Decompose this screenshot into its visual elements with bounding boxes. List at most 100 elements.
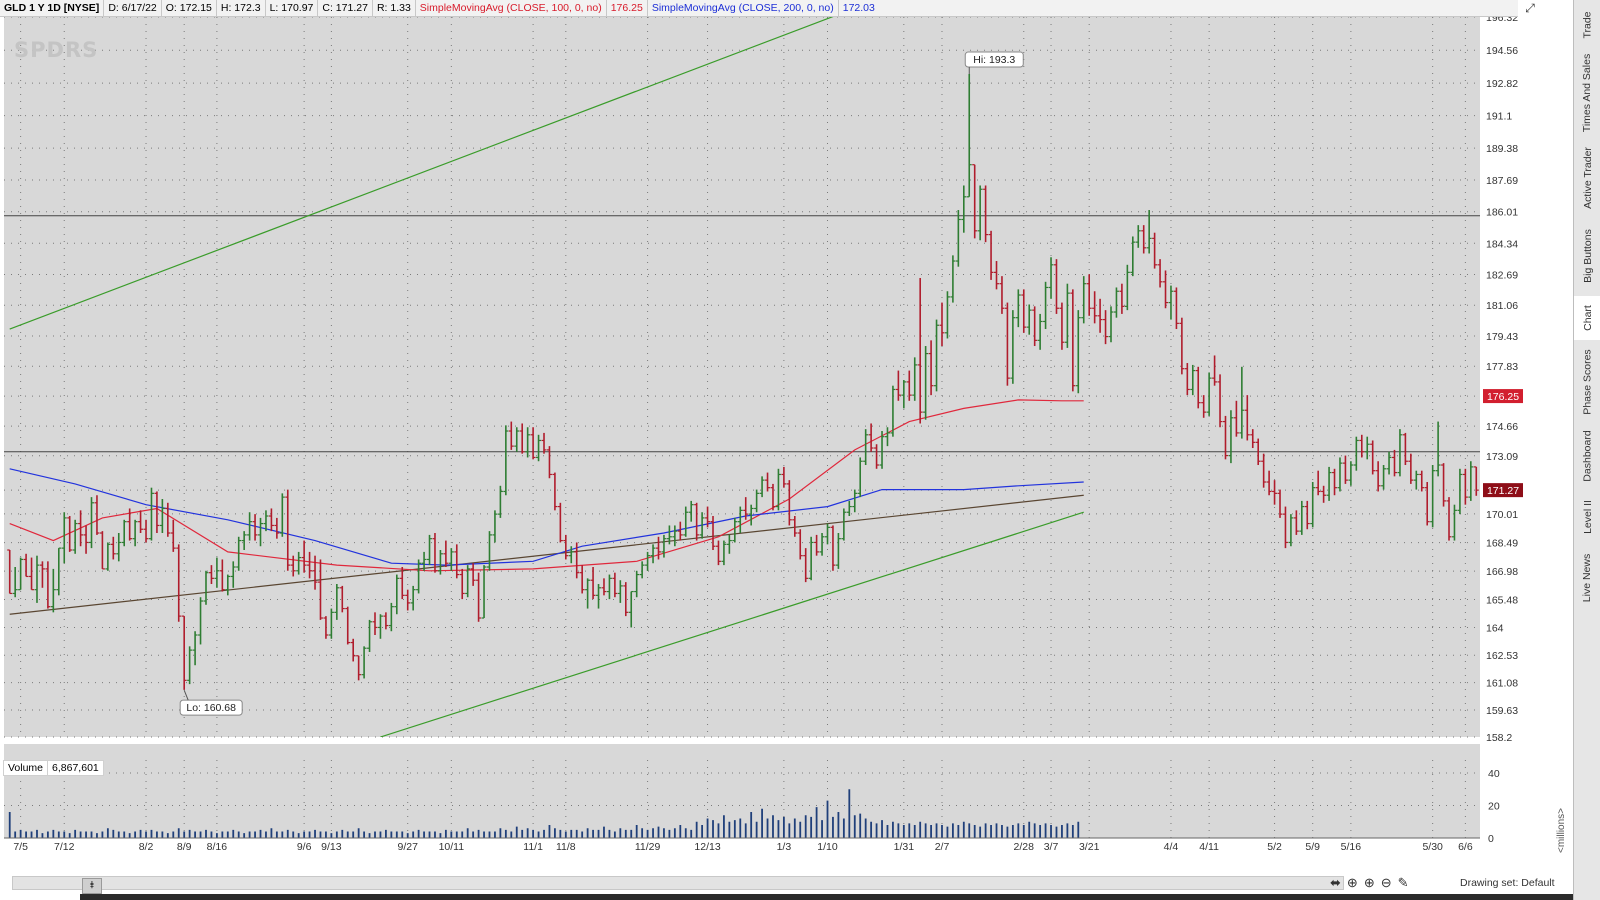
volume-bar	[597, 829, 600, 838]
y-tick-label: 168.49	[1486, 538, 1518, 550]
drawing-tool-icon[interactable]: ✎	[1397, 875, 1409, 890]
ohlc-bar	[1282, 506, 1288, 549]
zoom-out-icon[interactable]: ⊖	[1380, 875, 1392, 890]
sma100-label[interactable]: SimpleMovingAvg (CLOSE, 100, 0, no)	[416, 0, 607, 16]
volume-bar	[853, 815, 856, 838]
volume-bar	[586, 828, 589, 838]
volume-bar	[881, 820, 883, 838]
ohlc-bar	[12, 567, 18, 598]
volume-bar	[679, 825, 682, 838]
last-price-badge	[1483, 483, 1523, 498]
volume-bar	[52, 829, 55, 838]
ohlc-bar	[1168, 285, 1174, 320]
ohlc-bar	[950, 255, 956, 303]
ohlc-bar	[39, 561, 45, 588]
volume-bar	[379, 831, 382, 838]
chart-settings-icon[interactable]: ⤢	[1525, 1, 1535, 15]
ohlc-bar	[1402, 432, 1408, 466]
ohlc-bar	[1299, 500, 1305, 535]
ohlc-bar	[1250, 429, 1256, 449]
tab-active-trader[interactable]: Active Trader	[1581, 147, 1594, 209]
volume-bar	[804, 815, 807, 838]
ohlc-bar	[45, 561, 51, 609]
volume-bar	[281, 831, 284, 838]
volume-bar	[275, 831, 278, 838]
y-tick-label: 194.56	[1486, 45, 1518, 57]
ohlc-bar	[154, 491, 160, 534]
volume-bar	[390, 831, 393, 838]
volume-bar	[412, 831, 415, 838]
volume-bar	[36, 829, 38, 838]
volume-bar	[526, 828, 529, 838]
ohlc-bar	[1321, 485, 1327, 503]
volume-bar	[624, 829, 627, 838]
horizontal-scrollbar[interactable]	[12, 876, 1344, 890]
volume-bar	[455, 831, 458, 838]
volume-bar	[1071, 825, 1074, 838]
volume-bar	[128, 833, 131, 838]
ohlc-bar	[803, 548, 809, 583]
ohlc-bar	[312, 555, 318, 590]
ohlc-bar	[1212, 355, 1218, 386]
y-tick-label: 162.53	[1486, 650, 1518, 662]
volume-bar	[744, 823, 747, 838]
volume-bar	[641, 828, 644, 838]
ohlc-bar	[459, 568, 465, 600]
tab-phase-scores[interactable]: Phase Scores	[1581, 349, 1594, 415]
ohlc-bar	[203, 570, 209, 605]
volume-bar	[777, 820, 780, 838]
y-tick-label: 173.09	[1486, 451, 1518, 463]
ohlc-bar	[726, 534, 732, 554]
price-panel	[4, 17, 1480, 737]
ohlc-bar	[961, 185, 967, 233]
ohlc-bar	[699, 512, 705, 539]
volume-bar	[352, 831, 355, 838]
volume-bar	[363, 831, 365, 838]
ohlc-bar	[939, 302, 945, 347]
ohlc-bar	[732, 517, 738, 543]
volume-bar	[1077, 821, 1080, 838]
ohlc-bar	[846, 500, 852, 517]
y-tick-label: 158.2	[1486, 732, 1512, 744]
drawing-set-selector[interactable]: Drawing set: Default	[1460, 877, 1555, 889]
tab-live-news[interactable]: Live News	[1581, 553, 1594, 603]
tab-times-and-sales[interactable]: Times And Sales	[1581, 53, 1594, 133]
trend-line	[9, 494, 1084, 615]
volume-bar	[902, 825, 905, 838]
zoom-in-icon[interactable]: ⊕	[1363, 875, 1375, 890]
y-tick-label: 189.38	[1486, 143, 1518, 155]
volume-bar	[1011, 825, 1014, 838]
ohlc-bar	[23, 553, 29, 578]
volume-tick-label: 20	[1488, 801, 1500, 813]
ohlc-bar	[225, 574, 231, 596]
volume-label: Volume	[8, 762, 44, 774]
volume-bar	[1061, 825, 1063, 838]
tab-dashboard[interactable]: Dashboard	[1581, 430, 1594, 482]
tab-level-ii[interactable]: Level II	[1581, 500, 1594, 534]
volume-bar	[96, 833, 98, 838]
volume-bar	[521, 829, 524, 838]
scroll-thumb-icon[interactable]: ⯒	[82, 878, 102, 894]
ohlc-bar	[1457, 468, 1463, 515]
tab-big-buttons[interactable]: Big Buttons	[1581, 229, 1594, 283]
chart-toolbar: ⬌ ⊕ ⊕ ⊖ ✎	[1330, 875, 1409, 891]
volume-bar	[701, 825, 704, 838]
crosshair-icon[interactable]: ⊕	[1346, 875, 1358, 890]
ohlc-bar	[601, 578, 607, 596]
tab-chart[interactable]: Chart	[1574, 296, 1600, 340]
pan-icon[interactable]: ⬌	[1330, 875, 1341, 890]
volume-bar	[79, 831, 82, 838]
sma200-label[interactable]: SimpleMovingAvg (CLOSE, 200, 0, no)	[648, 0, 839, 16]
tab-trade[interactable]: Trade	[1581, 11, 1594, 39]
ohlc-bar	[1348, 461, 1354, 486]
symbol-label[interactable]: GLD 1 Y 1D [NYSE]	[0, 0, 105, 16]
ohlc-bar	[18, 557, 24, 591]
volume-bar	[603, 826, 605, 838]
ohlc-bar	[579, 565, 585, 594]
volume-bar	[1033, 823, 1036, 838]
volume-bar	[1066, 823, 1069, 838]
ohlc-bar	[1266, 470, 1272, 496]
volume-bar	[946, 826, 949, 838]
ohlc-bar	[192, 631, 198, 666]
